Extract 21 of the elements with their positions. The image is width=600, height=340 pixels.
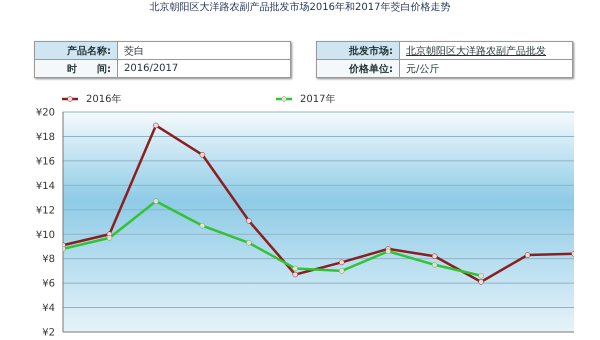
y-tick-label: ¥8	[42, 254, 55, 266]
legend-label: 2017年	[299, 93, 336, 106]
text: 2016/2017	[118, 60, 290, 78]
text: 北京朝阳区大洋路农副产品批发	[400, 42, 572, 60]
legend-label: 2016年	[85, 93, 122, 106]
y-tick-label: ¥18	[36, 132, 55, 143]
text: 产品名称:	[34, 42, 118, 60]
y-tick-label: ¥20	[36, 108, 55, 119]
y-tick-label: ¥10	[36, 230, 55, 241]
y-tick-label: ¥2	[42, 328, 55, 339]
y-tick-label: ¥14	[36, 180, 55, 192]
text: 批发市场:	[316, 42, 400, 60]
y-tick-label: ¥12	[36, 205, 55, 216]
y-tick-label: ¥16	[36, 156, 55, 168]
y-tick-label: ¥4	[42, 303, 55, 314]
text: 茭白	[118, 42, 290, 60]
chart-title: 北京朝阳区大洋路农副产品批发市场2016年和2017年茭白价格走势	[148, 0, 452, 14]
text: 价格单位:	[316, 60, 400, 78]
text: 时 间:	[34, 60, 118, 78]
y-tick-label: ¥6	[42, 278, 55, 290]
text: 元/公斤	[400, 60, 572, 78]
